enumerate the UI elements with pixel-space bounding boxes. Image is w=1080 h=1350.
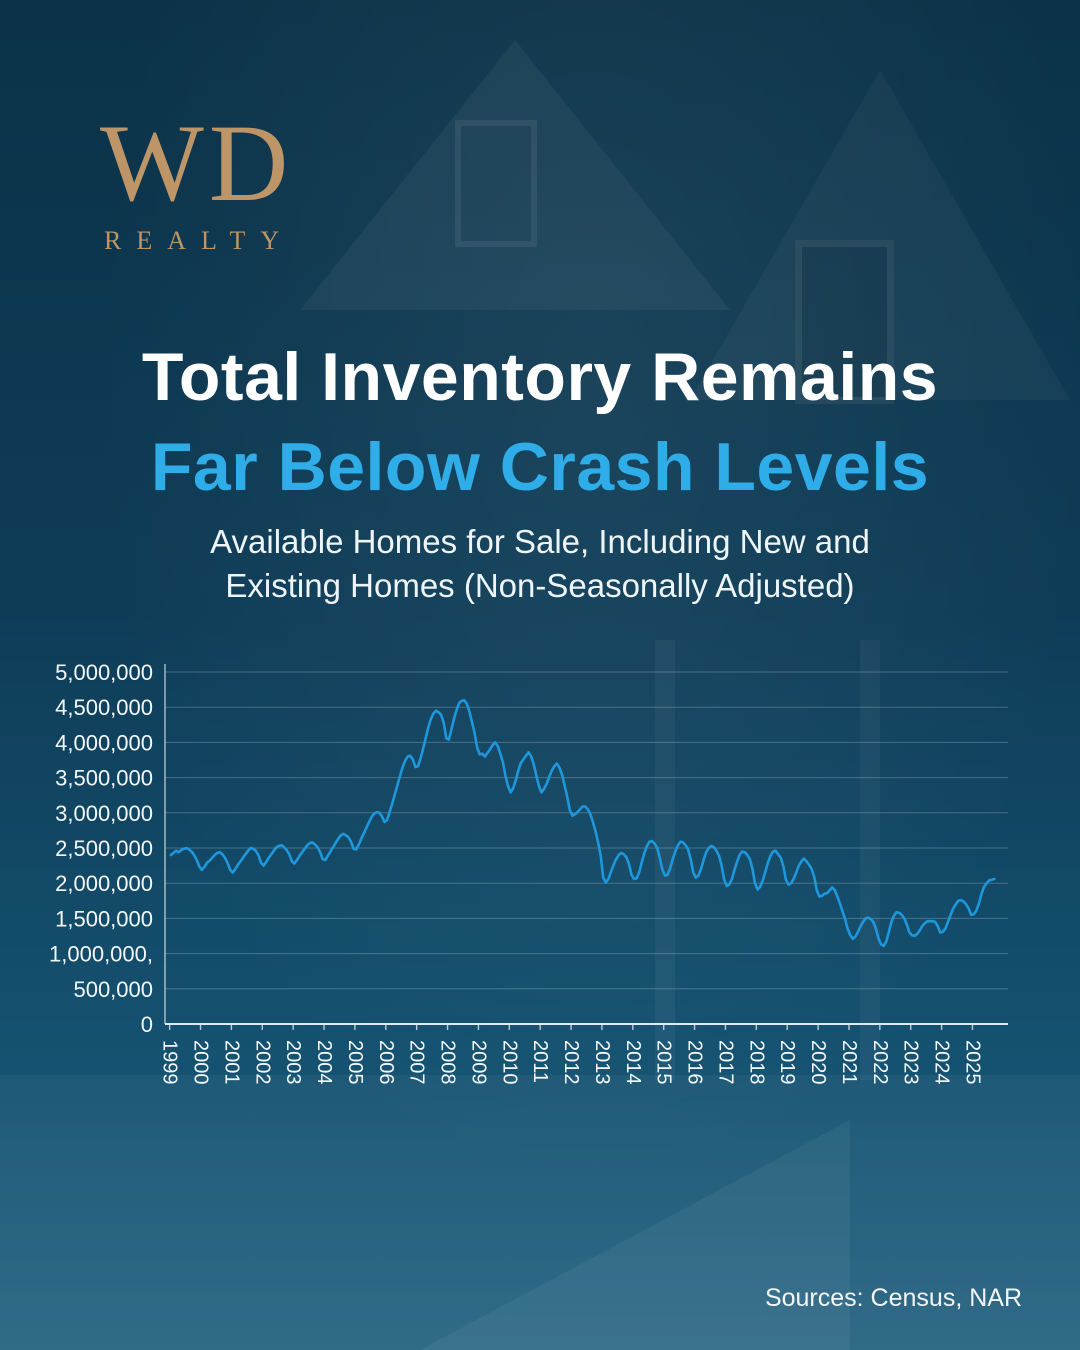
x-tick-label: 2012 bbox=[560, 1040, 582, 1085]
sources-note: Sources: Census, NAR bbox=[764, 1284, 1022, 1312]
brand-logo-monogram: WD bbox=[100, 102, 294, 224]
chart-series-line bbox=[169, 698, 996, 948]
background-house-gable-center bbox=[300, 40, 730, 310]
chart-subtitle-line2: Existing Homes (Non-Seasonally Adjusted) bbox=[225, 566, 855, 604]
x-tick-label: 2021 bbox=[838, 1040, 860, 1085]
x-tick-label: 2008 bbox=[437, 1040, 459, 1085]
chart-axes bbox=[164, 664, 1008, 1030]
x-tick-label: 2023 bbox=[900, 1040, 922, 1085]
x-tick-label: 2004 bbox=[313, 1040, 335, 1085]
x-tick-label: 2001 bbox=[220, 1040, 242, 1085]
x-tick-label: 2016 bbox=[684, 1040, 706, 1085]
y-tick-label: 5,000,000 bbox=[55, 660, 153, 685]
y-tick-label: 0 bbox=[141, 1012, 153, 1037]
x-tick-label: 2018 bbox=[745, 1040, 767, 1085]
x-tick-label: 2002 bbox=[251, 1040, 273, 1085]
x-tick-label: 2003 bbox=[282, 1040, 304, 1085]
x-tick-label: 2013 bbox=[591, 1040, 613, 1085]
y-tick-label: 500,000 bbox=[73, 977, 153, 1002]
x-tick-label: 1999 bbox=[159, 1040, 181, 1085]
brand-logo-wordmark: REALTY bbox=[104, 226, 295, 255]
x-tick-label: 2007 bbox=[406, 1040, 428, 1085]
page-title-line2: Far Below Crash Levels bbox=[150, 429, 930, 505]
x-tick-label: 2019 bbox=[776, 1040, 798, 1085]
x-tick-label: 2009 bbox=[467, 1040, 489, 1085]
y-tick-label: 1,000,000, bbox=[50, 942, 153, 967]
x-tick-label: 2011 bbox=[529, 1040, 551, 1083]
x-tick-label: 2014 bbox=[622, 1040, 644, 1085]
inventory-line-chart: 5,000,000 4,500,000 4,000,000 3,500,000 3,00… bbox=[50, 660, 1008, 1085]
page-title-line1: Total Inventory Remains bbox=[141, 339, 939, 415]
y-tick-label: 2,000,000 bbox=[55, 871, 153, 896]
chart-subtitle: Available Homes for Sale, Including New … bbox=[0, 520, 1080, 607]
x-tick-label: 2015 bbox=[653, 1040, 675, 1085]
x-tick-label: 2017 bbox=[714, 1040, 736, 1085]
x-tick-label: 2000 bbox=[190, 1040, 212, 1085]
chart-gridlines bbox=[165, 671, 1008, 990]
x-tick-label: 2025 bbox=[961, 1040, 983, 1085]
x-tick-label: 2024 bbox=[931, 1040, 953, 1085]
chart-subtitle-line1: Available Homes for Sale, Including New … bbox=[210, 523, 870, 560]
x-tick-label: 2006 bbox=[375, 1040, 397, 1085]
y-tick-label: 3,000,000 bbox=[55, 801, 153, 826]
x-tick-label: 2010 bbox=[498, 1040, 520, 1085]
x-tick-label: 2020 bbox=[807, 1040, 829, 1085]
chart-y-axis-labels: 5,000,000 4,500,000 4,000,000 3,500,000 3,00… bbox=[50, 660, 153, 1037]
y-tick-label: 3,500,000 bbox=[55, 766, 153, 791]
y-tick-label: 2,500,000 bbox=[55, 836, 153, 861]
y-tick-label: 4,500,000 bbox=[55, 695, 153, 720]
y-tick-label: 4,000,000 bbox=[55, 730, 153, 755]
chart-x-axis-labels: 1999 2000 2001 2002 2003 2004 2005 2006 2007 2008… bbox=[159, 1040, 984, 1085]
brand-logo: WD REALTY bbox=[100, 108, 294, 256]
inventory-chart-region: 5,000,000 4,500,000 4,000,000 3,500,000 3,00… bbox=[50, 652, 1030, 1172]
background-window-center bbox=[455, 120, 537, 247]
x-tick-label: 2005 bbox=[344, 1040, 366, 1085]
x-tick-label: 2022 bbox=[869, 1040, 891, 1085]
y-tick-label: 1,500,000 bbox=[55, 906, 153, 931]
